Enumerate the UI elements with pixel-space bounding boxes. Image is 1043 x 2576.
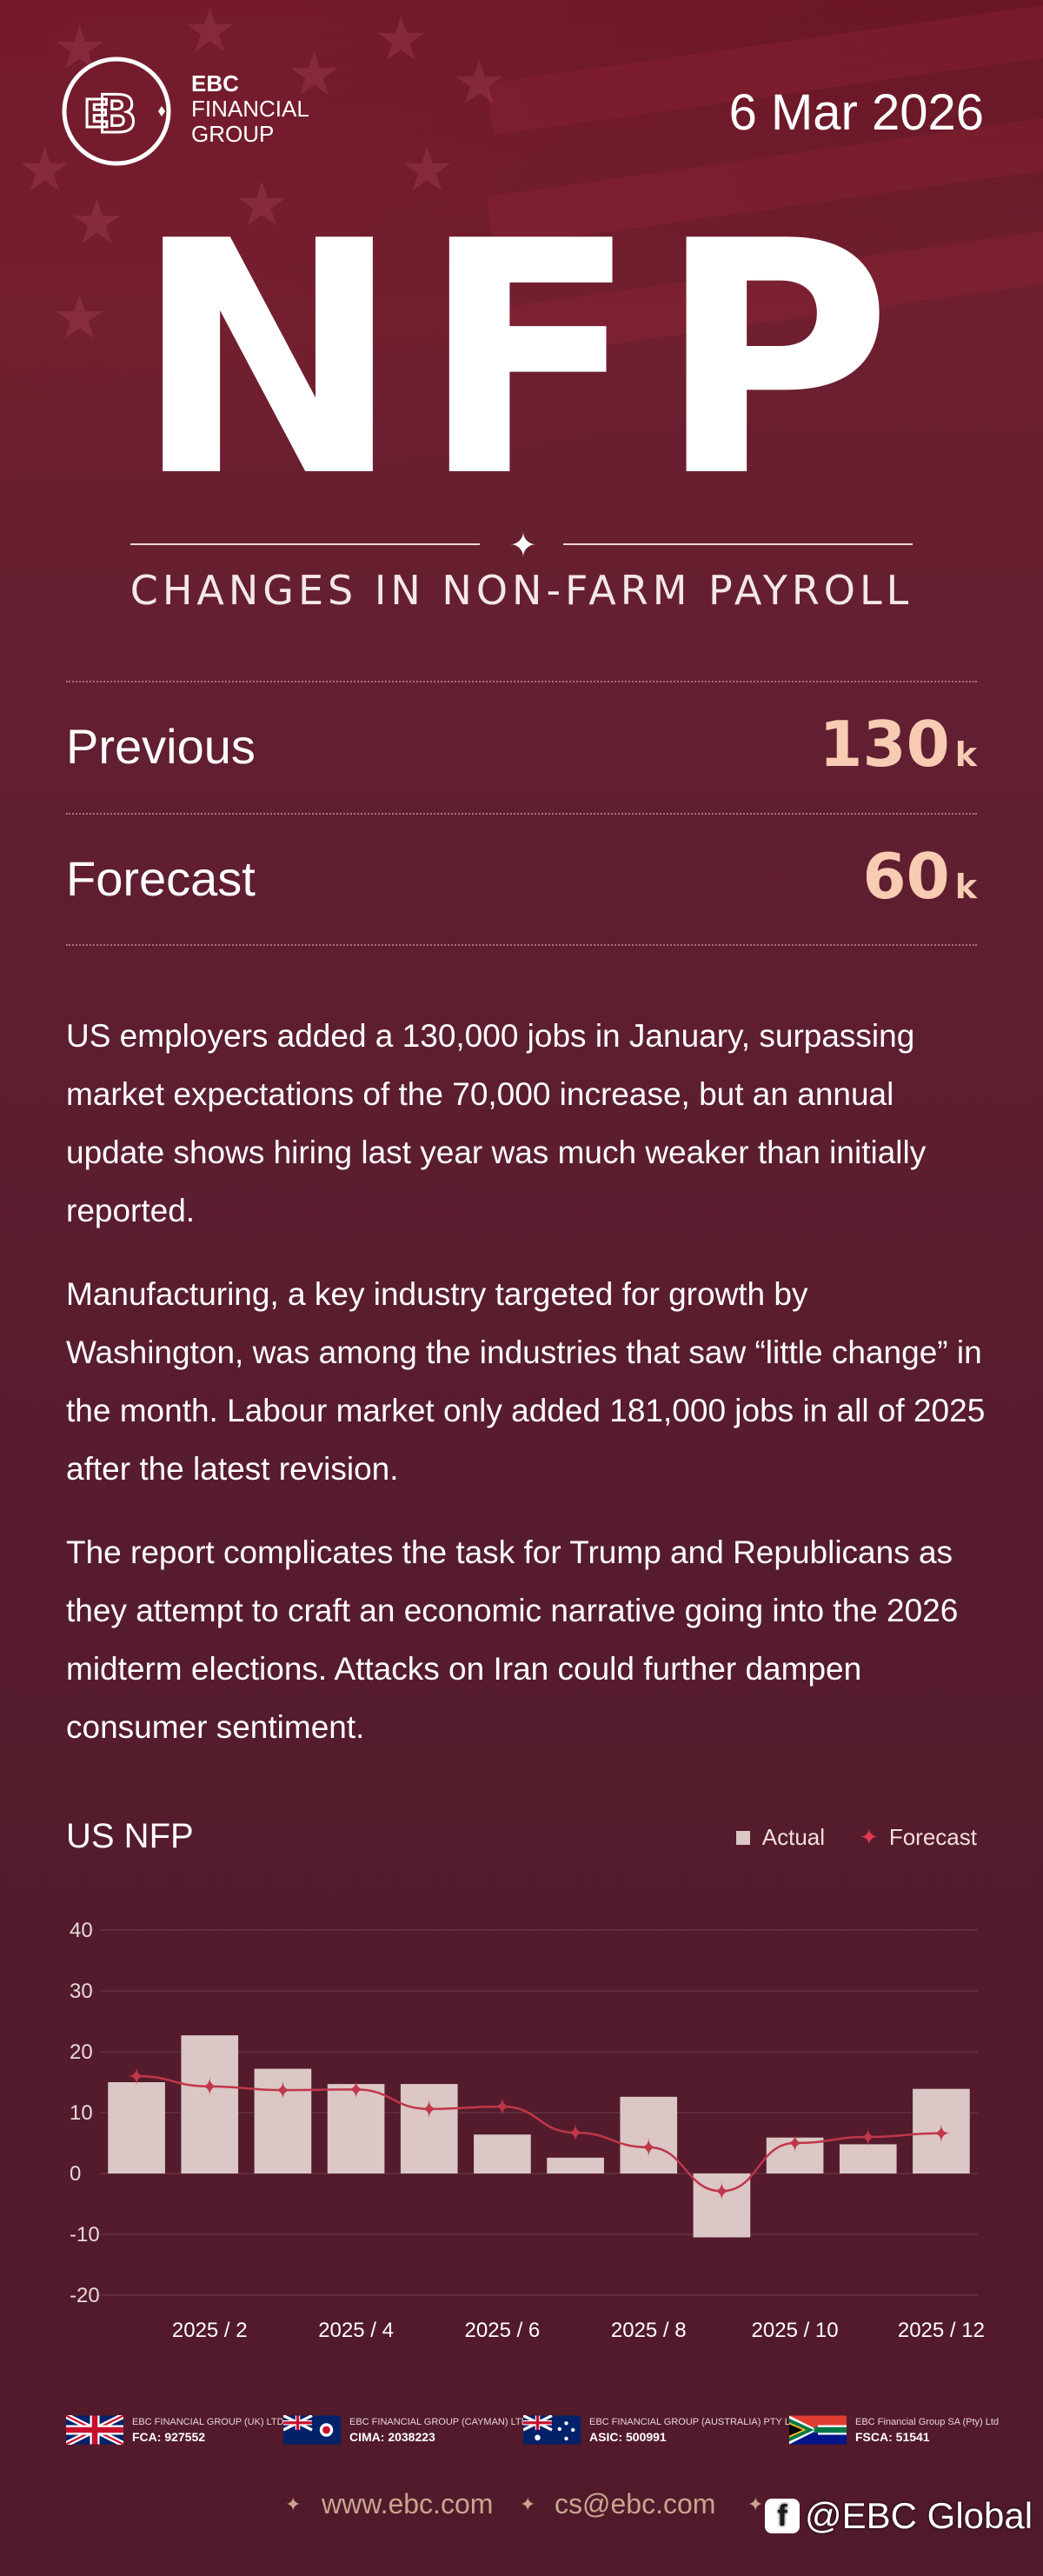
legend-forecast-label: Forecast — [888, 1824, 977, 1850]
chart-title: US NFP — [66, 1817, 194, 1855]
actual-bar — [547, 2157, 604, 2173]
y-tick-label: -20 — [70, 2284, 100, 2307]
legend-actual-swatch — [735, 1830, 750, 1845]
y-tick-label: 30 — [70, 1980, 93, 2003]
social-handle[interactable]: f @EBC Global — [765, 2495, 1033, 2537]
y-tick-label: 10 — [70, 2101, 93, 2125]
sparkle-icon: ✦ — [509, 526, 537, 564]
release-date: 6 Mar 2026 — [728, 84, 984, 141]
uk-flag-icon — [66, 2415, 123, 2445]
svg-text:E: E — [83, 92, 110, 136]
article-body: US employers added a 130,000 jobs in Jan… — [66, 1007, 987, 1781]
email-link[interactable]: cs@ebc.com — [555, 2488, 716, 2519]
divider — [66, 813, 977, 815]
flag-background: ★ ★ ★ ★ ★ ★ ★ ★ ★ ★ — [0, 0, 1043, 661]
y-tick-label: 40 — [70, 1919, 93, 1942]
actual-bar — [839, 2144, 897, 2173]
regulator-code: FCA: 927552 — [132, 2429, 206, 2444]
regulator-code: CIMA: 2038223 — [349, 2429, 435, 2444]
stat-label-previous: Previous — [66, 719, 256, 774]
legend-forecast-marker-icon: ✦ — [860, 1824, 879, 1850]
regulator-cayman: EBC FINANCIAL GROUP (CAYMAN) LTD CIMA: 20… — [283, 2415, 528, 2445]
x-tick-label: 2025 / 6 — [465, 2319, 541, 2342]
actual-bar — [400, 2084, 458, 2173]
regulator-code: FSCA: 51541 — [855, 2429, 930, 2444]
forecast-point — [273, 2080, 293, 2100]
website-link[interactable]: www.ebc.com — [322, 2488, 494, 2519]
divider — [66, 681, 977, 682]
chart-legend: Actual ✦ Forecast — [735, 1824, 977, 1851]
forecast-point — [127, 2067, 147, 2086]
stat-value-previous: 130 k — [819, 708, 977, 781]
forecast-point — [712, 2181, 732, 2201]
x-tick-label: 2025 / 2 — [172, 2319, 248, 2342]
regulator-name: EBC FINANCIAL GROUP (UK) LTD — [132, 2416, 284, 2427]
forecast-point — [639, 2137, 659, 2157]
company-name: EBC FINANCIAL GROUP — [191, 71, 309, 147]
paragraph-3: The report complicates the task for Trum… — [66, 1534, 959, 1745]
forecast-point — [419, 2099, 439, 2119]
actual-bar — [108, 2082, 165, 2173]
legend-actual-label: Actual — [761, 1824, 826, 1850]
x-tick-label: 2025 / 4 — [318, 2319, 394, 2342]
ornament-line-left — [130, 543, 480, 545]
social-handle-text: @EBC Global — [805, 2495, 1033, 2536]
ebc-logo: B E — [62, 57, 171, 166]
forecast-point — [346, 2080, 366, 2100]
actual-bar — [181, 2035, 239, 2173]
forecast-point — [200, 2076, 220, 2096]
logo-line-3: GROUP — [191, 121, 275, 147]
regulator-australia: EBC FINANCIAL GROUP (AUSTRALIA) PTY LTD A… — [523, 2415, 802, 2445]
sparkle-icon: ✦ — [747, 2493, 764, 2515]
cayman-flag-icon — [283, 2415, 341, 2445]
paragraph-1: US employers added a 130,000 jobs in Jan… — [66, 1018, 927, 1228]
hero-title: NFP — [133, 174, 910, 548]
y-tick-label: 20 — [70, 2040, 93, 2064]
nfp-chart: 40 30 20 10 0 -10 -20 2025 / 2 2025 / 4 2025 / 6 2… — [70, 1919, 985, 2342]
regulator-south-africa: EBC Financial Group SA (Pty) Ltd FSCA: 51… — [789, 2415, 999, 2445]
actual-bar — [474, 2134, 531, 2173]
sparkle-icon: ✦ — [285, 2493, 302, 2515]
forecast-point — [492, 2097, 512, 2116]
stat-label-forecast: Forecast — [66, 851, 256, 906]
sparkle-icon: ✦ — [520, 2493, 536, 2515]
south-africa-flag-icon — [789, 2415, 847, 2445]
x-tick-label: 2025 / 8 — [611, 2319, 687, 2342]
ornament-line-right — [563, 543, 913, 545]
forecast-point — [858, 2127, 878, 2147]
hero-subtitle: CHANGES IN NON-FARM PAYROLL — [130, 567, 913, 614]
divider — [66, 944, 977, 946]
x-tick-label: 2025 / 12 — [898, 2319, 985, 2342]
regulator-name: EBC Financial Group SA (Pty) Ltd — [855, 2416, 1000, 2427]
svg-text:B: B — [97, 84, 137, 145]
regulator-code: ASIC: 500991 — [589, 2429, 667, 2444]
australia-flag-icon — [523, 2415, 581, 2445]
forecast-point — [931, 2123, 951, 2143]
logo-line-2: FINANCIAL — [191, 96, 309, 122]
regulator-name: EBC FINANCIAL GROUP (CAYMAN) LTD — [349, 2416, 528, 2427]
regulator-name: EBC FINANCIAL GROUP (AUSTRALIA) PTY LTD — [589, 2416, 802, 2427]
actual-bar — [620, 2096, 678, 2173]
x-tick-label: 2025 / 10 — [752, 2319, 839, 2342]
paragraph-2: Manufacturing, a key industry targeted f… — [66, 1276, 986, 1487]
regulator-uk: EBC FINANCIAL GROUP (UK) LTD FCA: 927552 — [66, 2415, 284, 2445]
stat-value-forecast: 60 k — [862, 840, 977, 913]
y-tick-label: 0 — [70, 2162, 81, 2186]
forecast-point — [785, 2133, 805, 2153]
forecast-point — [566, 2123, 586, 2143]
y-tick-label: -10 — [70, 2223, 100, 2247]
facebook-icon: f — [765, 2499, 800, 2533]
logo-line-1: EBC — [191, 70, 239, 97]
